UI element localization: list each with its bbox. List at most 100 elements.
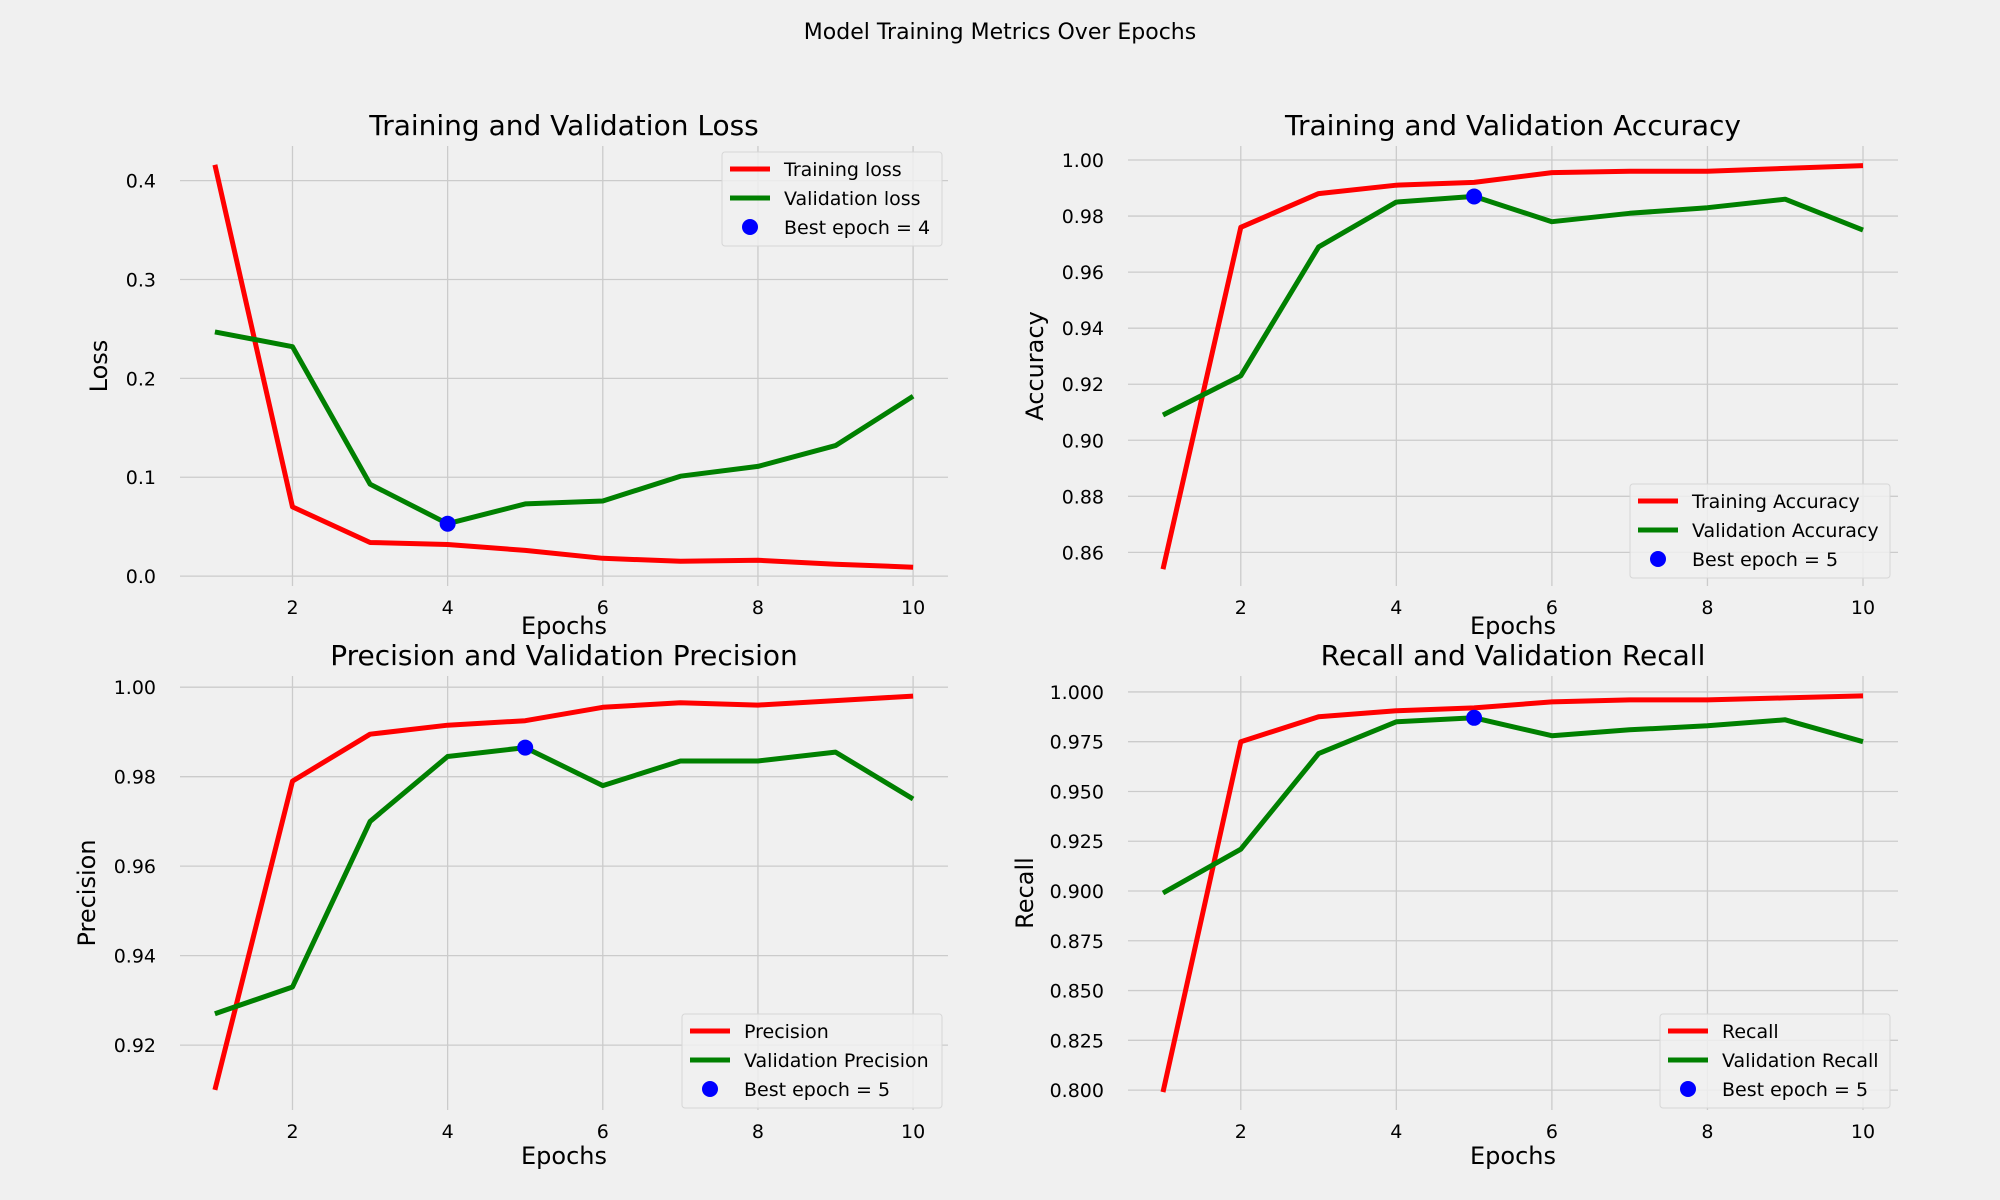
legend: Training Accuracy Validation Accuracy Best… xyxy=(1629,483,1891,579)
y-axis-label: Loss xyxy=(85,340,113,393)
legend: Precision Validation Precision Best epoch … xyxy=(681,1013,943,1109)
x-tick-label: 10 xyxy=(1851,1121,1875,1143)
legend-entry-best-epoch: Best epoch = 4 xyxy=(784,217,930,239)
training-series-line xyxy=(212,164,914,570)
y-tick-label: 0.98 xyxy=(1062,206,1104,228)
x-tick-label: 2 xyxy=(286,1121,298,1143)
legend-swatch xyxy=(1680,1081,1696,1097)
y-tick-label: 0.94 xyxy=(114,946,156,968)
legend-entry-validation: Validation Recall xyxy=(1722,1050,1879,1072)
x-tick-label: 6 xyxy=(1546,597,1558,619)
training-series-line xyxy=(212,693,914,1091)
x-tick-label: 10 xyxy=(901,1121,925,1143)
legend-box xyxy=(721,151,943,247)
best-epoch-marker xyxy=(1466,709,1483,726)
x-tick-label: 4 xyxy=(1390,1121,1402,1143)
x-tick-label: 4 xyxy=(442,1121,454,1143)
y-tick-label: 0.0 xyxy=(126,566,156,588)
y-tick-label: 0.850 xyxy=(1050,981,1104,1003)
x-tick-label: 2 xyxy=(286,597,298,619)
y-tick-label: 0.800 xyxy=(1050,1080,1104,1102)
best-epoch-marker xyxy=(1466,188,1483,205)
legend-entry-validation: Validation Accuracy xyxy=(1692,520,1879,542)
validation-series-line xyxy=(1161,715,1864,896)
legend-entry-best-epoch: Best epoch = 5 xyxy=(744,1079,890,1101)
legend-entry-best-epoch: Best epoch = 5 xyxy=(1692,549,1838,571)
y-axis-label: Precision xyxy=(73,839,101,946)
y-tick-label: 0.4 xyxy=(126,171,156,193)
y-tick-label: 0.875 xyxy=(1050,931,1104,953)
y-tick-label: 0.975 xyxy=(1050,732,1104,754)
y-tick-label: 0.98 xyxy=(114,767,156,789)
y-tick-label: 0.825 xyxy=(1050,1030,1104,1052)
chart-panel-4: 2 4 6 8 10 0.800 0.825 0.850 0.875 0.900 0.925 0.95… xyxy=(1011,639,1898,1170)
x-tick-label: 8 xyxy=(752,597,764,619)
y-axis-label: Accuracy xyxy=(1021,311,1049,421)
y-tick-label: 0.900 xyxy=(1050,881,1104,903)
validation-series-line xyxy=(1161,193,1864,418)
chart-title: Training and Validation Loss xyxy=(368,109,759,142)
legend-entry-training: Recall xyxy=(1722,1021,1779,1043)
legend-entry-training: Training Accuracy xyxy=(1691,491,1860,513)
legend-swatch xyxy=(742,219,758,235)
y-tick-label: 0.2 xyxy=(126,368,156,390)
y-tick-label: 0.3 xyxy=(126,269,156,291)
best-epoch-marker xyxy=(517,739,534,756)
training-series-line xyxy=(1160,163,1864,570)
legend-box xyxy=(1659,1013,1891,1109)
x-tick-label: 8 xyxy=(1701,597,1713,619)
figure-suptitle: Model Training Metrics Over Epochs xyxy=(804,20,1196,45)
legend-entry-training: Precision xyxy=(744,1021,829,1043)
x-tick-label: 8 xyxy=(1701,1121,1713,1143)
legend-box xyxy=(1629,483,1891,579)
y-tick-label: 0.925 xyxy=(1050,831,1104,853)
x-tick-label: 6 xyxy=(597,597,609,619)
legend: Training loss Validation loss Best epoch =… xyxy=(721,151,943,247)
x-tick-label: 8 xyxy=(752,1121,764,1143)
chart-title: Precision and Validation Precision xyxy=(330,639,798,672)
legend: Recall Validation Recall Best epoch = 5 xyxy=(1659,1013,1891,1109)
y-tick-label: 0.94 xyxy=(1062,318,1104,340)
x-axis-label: Epochs xyxy=(521,612,607,640)
y-tick-label: 0.950 xyxy=(1050,781,1104,803)
y-tick-label: 0.1 xyxy=(126,467,156,489)
best-epoch-marker xyxy=(439,515,456,532)
legend-swatch xyxy=(702,1081,718,1097)
x-axis-label: Epochs xyxy=(1470,1142,1556,1170)
chart-title: Recall and Validation Recall xyxy=(1321,639,1706,672)
x-tick-label: 6 xyxy=(1546,1121,1558,1143)
x-tick-label: 6 xyxy=(597,1121,609,1143)
x-tick-label: 2 xyxy=(1235,597,1247,619)
y-tick-label: 0.92 xyxy=(114,1035,156,1057)
legend-swatch xyxy=(1650,551,1666,567)
legend-entry-best-epoch: Best epoch = 5 xyxy=(1722,1079,1868,1101)
x-tick-label: 10 xyxy=(901,597,925,619)
chart-title: Training and Validation Accuracy xyxy=(1284,109,1741,142)
y-tick-label: 0.92 xyxy=(1062,374,1104,396)
y-axis-label: Recall xyxy=(1011,857,1039,929)
chart-panel-2: 2 4 6 8 10 0.86 0.88 0.90 0.92 0.94 0.96 0.98 1.00 Tr… xyxy=(1021,109,1898,640)
y-tick-label: 0.96 xyxy=(114,856,156,878)
chart-panels: 2 4 6 8 10 0.0 0.1 0.2 0.3 0.4 Training and Valida… xyxy=(73,109,1898,1170)
legend-entry-validation: Validation loss xyxy=(784,188,921,210)
chart-panel-1: 2 4 6 8 10 0.0 0.1 0.2 0.3 0.4 Training and Valida… xyxy=(85,109,948,640)
x-axis-label: Epochs xyxy=(1470,612,1556,640)
validation-series-line xyxy=(214,745,915,1017)
training-series-line xyxy=(1160,693,1864,1093)
chart-panel-3: 2 4 6 8 10 0.92 0.94 0.96 0.98 1.00 Precision and … xyxy=(73,639,948,1170)
x-tick-label: 10 xyxy=(1851,597,1875,619)
legend-entry-validation: Validation Precision xyxy=(744,1050,929,1072)
legend-entry-training: Training loss xyxy=(783,159,902,181)
validation-series-line xyxy=(214,329,915,527)
y-tick-label: 0.90 xyxy=(1062,430,1104,452)
x-tick-label: 4 xyxy=(442,597,454,619)
y-tick-label: 1.00 xyxy=(114,677,156,699)
x-tick-label: 2 xyxy=(1235,1121,1247,1143)
x-tick-label: 4 xyxy=(1390,597,1402,619)
y-tick-label: 1.000 xyxy=(1050,682,1104,704)
y-tick-label: 1.00 xyxy=(1062,150,1104,172)
y-tick-label: 0.96 xyxy=(1062,262,1104,284)
legend-box xyxy=(681,1013,943,1109)
y-tick-label: 0.86 xyxy=(1062,542,1104,564)
